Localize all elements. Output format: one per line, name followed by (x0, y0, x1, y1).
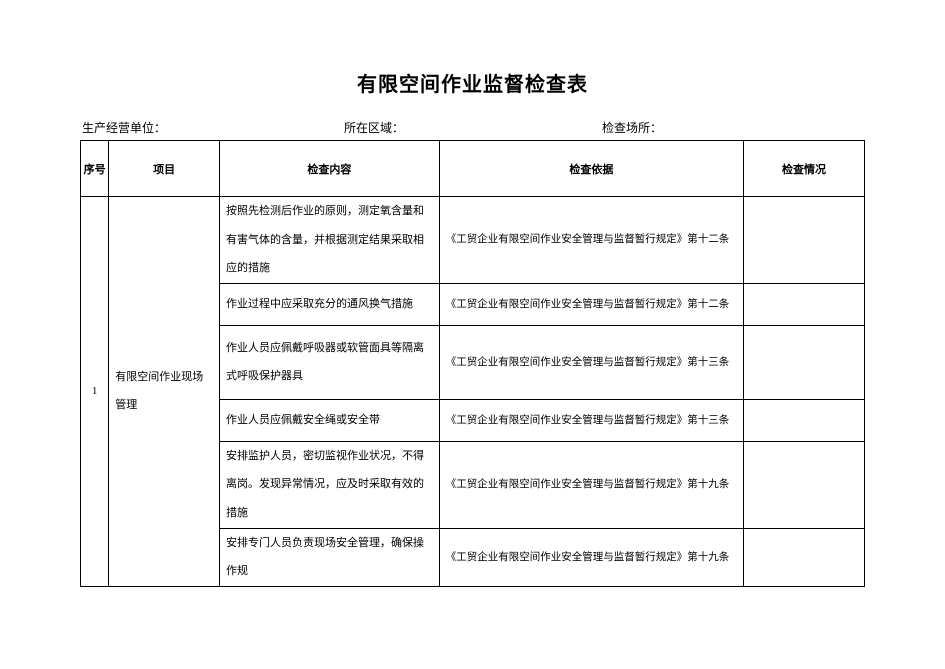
cell-status (744, 283, 865, 325)
col-basis: 检查依据 (439, 141, 743, 197)
meta-unit-label: 生产经营单位： (82, 119, 344, 136)
cell-status (744, 528, 865, 586)
cell-content: 作业人员应佩戴安全绳或安全带 (220, 399, 440, 441)
cell-content: 按照先检测后作业的原则，测定氧含量和有害气体的含量，并根据测定结果采取相应的措施 (220, 197, 440, 284)
col-project: 项目 (109, 141, 220, 197)
col-status: 检查情况 (744, 141, 865, 197)
table-row: 1 有限空间作业现场管理 按照先检测后作业的原则，测定氧含量和有害气体的含量，并… (81, 197, 865, 284)
cell-basis: 《工贸企业有限空间作业安全管理与监督暂行规定》第十九条 (439, 528, 743, 586)
cell-content: 作业过程中应采取充分的通风换气措施 (220, 283, 440, 325)
meta-location-label: 检查场所： (602, 119, 863, 136)
cell-content: 安排专门人员负责现场安全管理，确保操作规 (220, 528, 440, 586)
page-title: 有限空间作业监督检查表 (80, 68, 865, 97)
cell-basis: 《工贸企业有限空间作业安全管理与监督暂行规定》第十九条 (439, 441, 743, 528)
cell-content: 作业人员应佩戴呼吸器或软管面具等隔离式呼吸保护器具 (220, 325, 440, 399)
cell-basis: 《工贸企业有限空间作业安全管理与监督暂行规定》第十三条 (439, 325, 743, 399)
col-content: 检查内容 (220, 141, 440, 197)
cell-status (744, 399, 865, 441)
col-seq: 序号 (81, 141, 109, 197)
inspection-table: 序号 项目 检查内容 检查依据 检查情况 1 有限空间作业现场管理 按照先检测后… (80, 140, 865, 587)
cell-status (744, 325, 865, 399)
meta-row: 生产经营单位： 所在区域： 检查场所： (80, 119, 865, 136)
cell-status (744, 197, 865, 284)
cell-basis: 《工贸企业有限空间作业安全管理与监督暂行规定》第十二条 (439, 197, 743, 284)
cell-basis: 《工贸企业有限空间作业安全管理与监督暂行规定》第十二条 (439, 283, 743, 325)
cell-project: 有限空间作业现场管理 (109, 197, 220, 587)
cell-status (744, 441, 865, 528)
cell-basis: 《工贸企业有限空间作业安全管理与监督暂行规定》第十三条 (439, 399, 743, 441)
cell-content: 安排监护人员，密切监视作业状况，不得离岗。发现异常情况，应及时采取有效的措施 (220, 441, 440, 528)
cell-seq: 1 (81, 197, 109, 587)
meta-area-label: 所在区域： (344, 119, 602, 136)
table-header-row: 序号 项目 检查内容 检查依据 检查情况 (81, 141, 865, 197)
